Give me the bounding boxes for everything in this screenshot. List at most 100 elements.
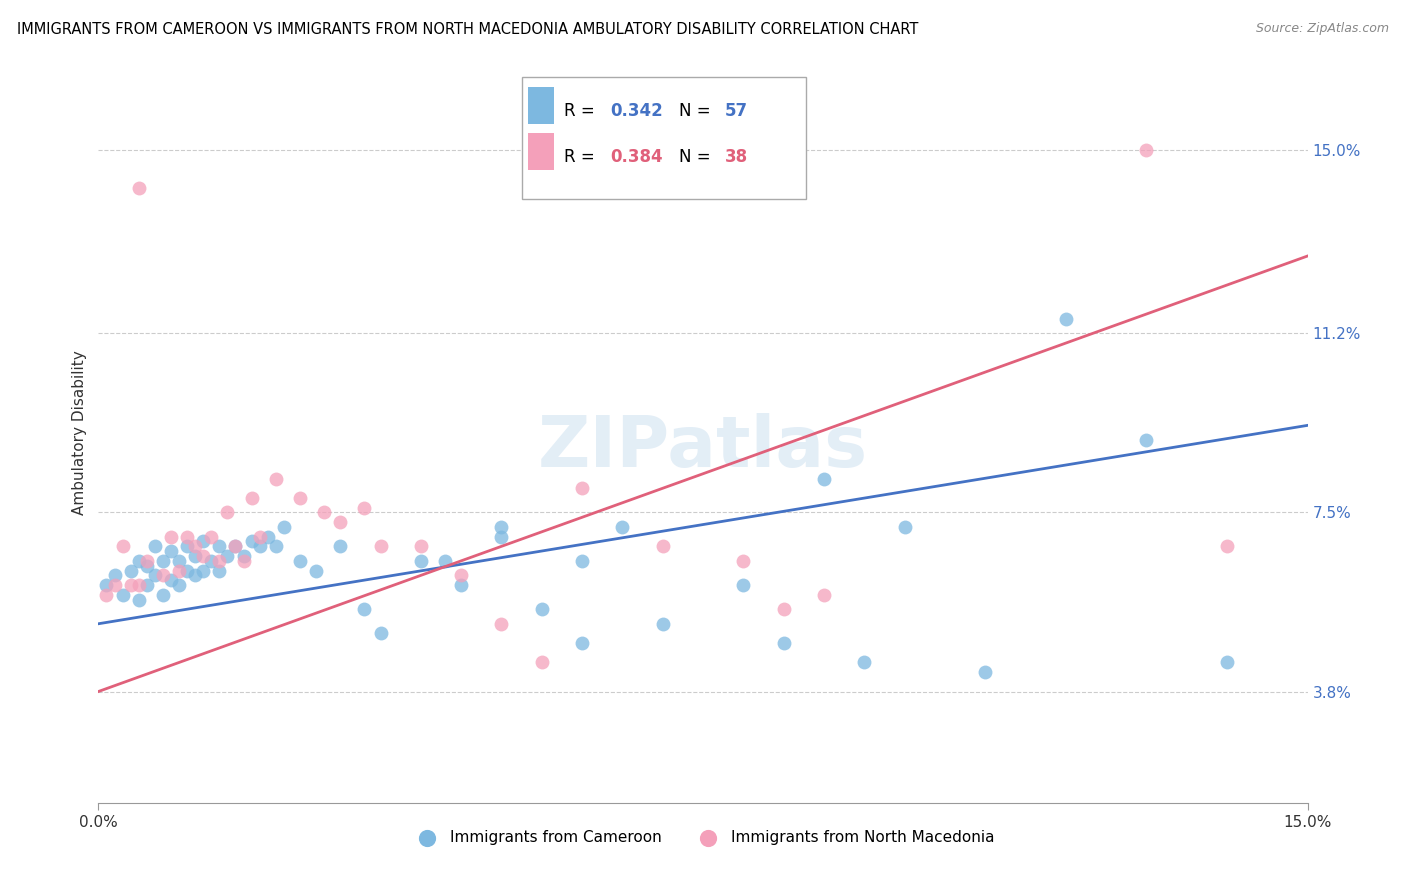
Text: 57: 57 <box>724 102 748 120</box>
Point <box>893 520 915 534</box>
Point <box>135 554 157 568</box>
Point <box>167 564 190 578</box>
Point <box>353 500 375 515</box>
Point <box>224 539 246 553</box>
Point <box>152 568 174 582</box>
Point <box>208 539 231 553</box>
Point <box>128 181 150 195</box>
Point <box>813 472 835 486</box>
Y-axis label: Ambulatory Disability: Ambulatory Disability <box>72 351 87 515</box>
Point <box>370 539 392 553</box>
Text: IMMIGRANTS FROM CAMEROON VS IMMIGRANTS FROM NORTH MACEDONIA AMBULATORY DISABILIT: IMMIGRANTS FROM CAMEROON VS IMMIGRANTS F… <box>17 22 918 37</box>
Point <box>264 472 287 486</box>
Point <box>409 554 432 568</box>
Point <box>96 578 118 592</box>
Point <box>128 592 150 607</box>
Point <box>1216 656 1239 670</box>
Point <box>232 554 254 568</box>
Point <box>208 564 231 578</box>
Point <box>193 534 215 549</box>
Point <box>167 578 190 592</box>
Point <box>128 578 150 592</box>
Point <box>249 530 271 544</box>
Point <box>491 616 513 631</box>
Point <box>409 539 432 553</box>
Point <box>184 539 207 553</box>
Point <box>160 573 183 587</box>
Text: 38: 38 <box>724 147 748 166</box>
Point <box>193 564 215 578</box>
Point <box>232 549 254 563</box>
Point <box>612 520 634 534</box>
Point <box>200 530 222 544</box>
Point <box>128 554 150 568</box>
Point <box>772 602 794 616</box>
Point <box>120 578 142 592</box>
Point <box>193 549 215 563</box>
Point <box>353 602 375 616</box>
Point <box>256 530 278 544</box>
Point <box>1135 143 1157 157</box>
Point <box>314 506 336 520</box>
Point <box>733 578 755 592</box>
Point <box>200 554 222 568</box>
Point <box>530 602 553 616</box>
Point <box>530 656 553 670</box>
Point <box>974 665 997 680</box>
Legend: Immigrants from Cameroon, Immigrants from North Macedonia: Immigrants from Cameroon, Immigrants fro… <box>406 823 1000 851</box>
Point <box>208 554 231 568</box>
Point <box>135 558 157 573</box>
Point <box>571 636 593 650</box>
Text: R =: R = <box>564 147 600 166</box>
Point <box>111 588 134 602</box>
Point <box>160 530 183 544</box>
Text: ZIPatlas: ZIPatlas <box>538 413 868 482</box>
Point <box>176 530 198 544</box>
Point <box>450 568 472 582</box>
Point <box>240 534 263 549</box>
Point <box>288 554 311 568</box>
Point <box>176 564 198 578</box>
Point <box>651 616 673 631</box>
Text: 0.342: 0.342 <box>610 102 662 120</box>
Point <box>143 7 166 21</box>
Point <box>1216 539 1239 553</box>
Point <box>224 539 246 553</box>
Point <box>450 578 472 592</box>
Point <box>184 549 207 563</box>
Point <box>1135 433 1157 447</box>
Point <box>160 544 183 558</box>
Point <box>264 539 287 553</box>
Point <box>329 539 352 553</box>
Text: R =: R = <box>564 102 600 120</box>
Point <box>1054 312 1077 326</box>
Point <box>167 554 190 568</box>
Point <box>329 515 352 529</box>
Point <box>111 539 134 553</box>
Point <box>288 491 311 505</box>
Point <box>853 656 876 670</box>
Point <box>240 491 263 505</box>
Text: 0.384: 0.384 <box>610 147 662 166</box>
Bar <box>527 87 554 124</box>
Text: N =: N = <box>679 102 716 120</box>
Bar <box>527 133 554 170</box>
Point <box>772 636 794 650</box>
Point <box>651 539 673 553</box>
Point <box>184 568 207 582</box>
Point <box>273 520 295 534</box>
Point <box>434 554 457 568</box>
Point <box>491 520 513 534</box>
Point <box>152 588 174 602</box>
Point <box>571 554 593 568</box>
Point <box>103 568 125 582</box>
FancyBboxPatch shape <box>522 78 806 200</box>
Point <box>103 578 125 592</box>
Point <box>370 626 392 640</box>
Point <box>249 539 271 553</box>
Point <box>135 578 157 592</box>
Text: Source: ZipAtlas.com: Source: ZipAtlas.com <box>1256 22 1389 36</box>
Point <box>217 506 239 520</box>
Point <box>571 481 593 495</box>
Point <box>217 549 239 563</box>
